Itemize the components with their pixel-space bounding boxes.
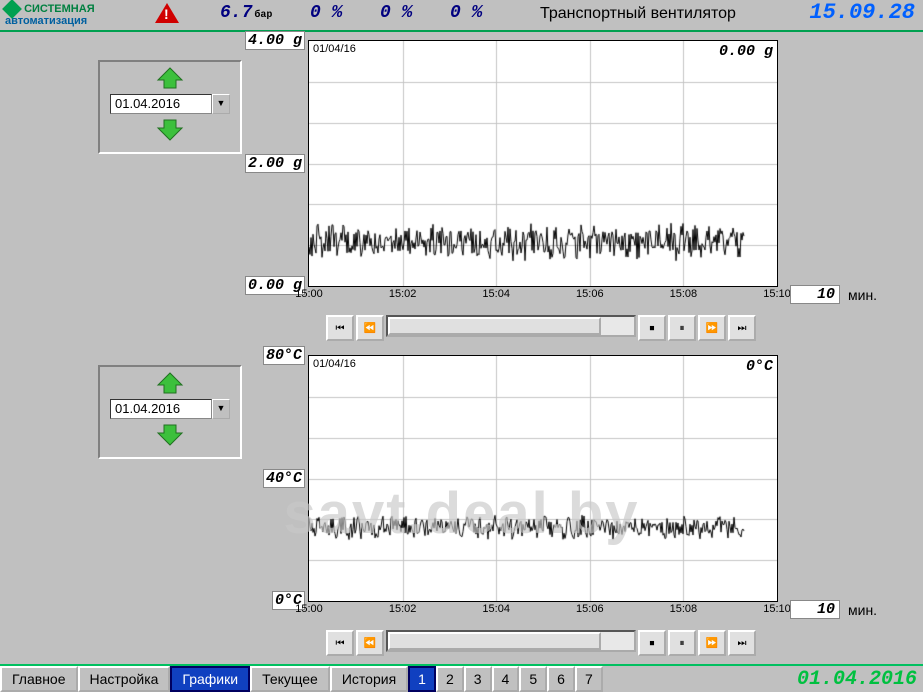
minutes-label-1: мин. [848,287,877,303]
x-axis-label: 15:02 [389,288,417,300]
date-dropdown-2[interactable]: ▼ [212,399,230,419]
tab-page-2[interactable]: 2 [436,666,464,692]
tab-page-5[interactable]: 5 [519,666,547,692]
chart2-canvas [309,356,777,601]
tab-графики[interactable]: Графики [170,666,250,692]
minutes-input-2[interactable]: 10 [790,600,840,619]
x-axis-label: 15:06 [576,603,604,615]
scroll-track-1[interactable] [386,315,636,337]
stop-button[interactable]: ⏹ [638,315,666,341]
first-button-2[interactable]: ⏮ [326,630,354,656]
x-axis-label: 15:00 [295,288,323,300]
tab-текущее[interactable]: Текущее [250,666,330,692]
date-panel-2: 01.04.2016 ▼ [98,365,242,459]
pause-button[interactable]: ⏸ [668,315,696,341]
stop-button-2[interactable]: ⏹ [638,630,666,656]
y-axis-label: 80°C [263,346,305,365]
x-axis-label: 15:10 [763,603,791,615]
footer-date: 01.04.2016 [797,668,917,691]
minutes-label-2: мин. [848,602,877,618]
x-axis-label: 15:00 [295,603,323,615]
first-button[interactable]: ⏮ [326,315,354,341]
tab-история[interactable]: История [330,666,408,692]
pause-button-2[interactable]: ⏸ [668,630,696,656]
percent-2: 0 % [380,3,412,23]
date-input-1[interactable]: 01.04.2016 [110,94,212,114]
date-input-2[interactable]: 01.04.2016 [110,399,212,419]
x-axis-label: 15:08 [670,288,698,300]
tab-page-3[interactable]: 3 [464,666,492,692]
x-axis-label: 15:10 [763,288,791,300]
temperature-chart: 01/04/16 0°C 80°C40°C0°C15:0015:0215:041… [308,355,778,602]
percent-1: 0 % [310,3,342,23]
arrow-up-button-2[interactable] [156,371,184,395]
last-button[interactable]: ⏭ [728,315,756,341]
arrow-down-button[interactable] [156,118,184,142]
tab-page-1[interactable]: 1 [408,666,436,692]
chart1-minutes: 10 мин. [790,285,877,304]
y-axis-label: 4.00 g [245,31,305,50]
arrow-down-button-2[interactable] [156,423,184,447]
date-dropdown-1[interactable]: ▼ [212,94,230,114]
logo: СИСТЕМНАЯ автоматизация [5,2,95,27]
forward-button-2[interactable]: ⏩ [698,630,726,656]
chart2-minutes: 10 мин. [790,600,877,619]
tab-page-4[interactable]: 4 [492,666,520,692]
tab-главное[interactable]: Главное [0,666,78,692]
x-axis-label: 15:04 [482,288,510,300]
percent-3: 0 % [450,3,482,23]
pressure-value: 6.7бар [220,3,272,23]
scroll-thumb-1[interactable] [388,317,601,335]
x-axis-label: 15:08 [670,603,698,615]
chart1-canvas [309,41,777,286]
logo-line1: СИСТЕМНАЯ [24,3,95,15]
y-axis-label: 2.00 g [245,154,305,173]
chart1-scrollbar: ⏮ ⏪ ⏹ ⏸ ⏩ ⏭ [326,315,758,337]
forward-button[interactable]: ⏩ [698,315,726,341]
tab-настройка[interactable]: Настройка [78,666,171,692]
tab-page-7[interactable]: 7 [575,666,603,692]
x-axis-label: 15:04 [482,603,510,615]
arrow-up-button[interactable] [156,66,184,90]
x-axis-label: 15:02 [389,603,417,615]
bottom-tab-bar: ГлавноеНастройкаГрафикиТекущееИстория 12… [0,664,923,692]
header-bar: СИСТЕМНАЯ автоматизация 6.7бар 0 % 0 % 0… [0,0,923,32]
tab-page-6[interactable]: 6 [547,666,575,692]
scroll-thumb-2[interactable] [388,632,601,650]
y-axis-label: 40°C [263,469,305,488]
minutes-input-1[interactable]: 10 [790,285,840,304]
scroll-track-2[interactable] [386,630,636,652]
rewind-button[interactable]: ⏪ [356,315,384,341]
clock: 15.09.28 [809,0,915,25]
logo-line2: автоматизация [5,15,87,27]
warning-icon [155,3,179,23]
last-button-2[interactable]: ⏭ [728,630,756,656]
x-axis-label: 15:06 [576,288,604,300]
vibration-chart: 01/04/16 0.00 g 4.00 g2.00 g0.00 g15:001… [308,40,778,287]
date-panel-1: 01.04.2016 ▼ [98,60,242,154]
rewind-button-2[interactable]: ⏪ [356,630,384,656]
chart2-scrollbar: ⏮ ⏪ ⏹ ⏸ ⏩ ⏭ [326,630,758,652]
page-title: Транспортный вентилятор [540,5,736,23]
